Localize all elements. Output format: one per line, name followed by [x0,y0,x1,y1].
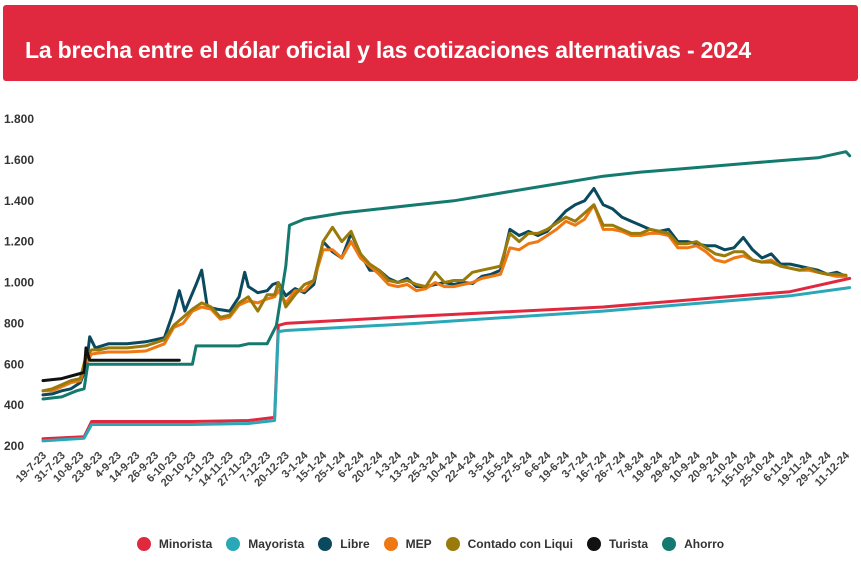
legend-dot-icon [383,537,398,551]
legend-dot-icon [586,537,601,551]
legend: Minorista Mayorista Libre MEP Contado con Li… [0,534,861,554]
legend-label: Turista [608,537,649,551]
legend-dot-icon [662,537,677,551]
legend-item[interactable]: Libre [318,537,370,551]
y-tick-label: 1.400 [4,194,34,208]
series-line-mep [41,203,848,393]
series-line-contado-con-liqui [41,203,848,393]
y-tick-label: 200 [4,439,24,453]
series-line-ahorro [41,150,852,401]
legend-dot-icon [318,537,333,551]
legend-item[interactable]: Contado con Liqui [445,537,573,551]
legend-label: MEP [405,537,432,551]
legend-item[interactable]: Minorista [136,537,213,551]
series-line-minorista [41,276,852,441]
legend-label: Contado con Liqui [467,537,573,551]
y-tick-label: 800 [4,316,24,330]
legend-item[interactable]: MEP [383,537,432,551]
series-line-mayorista [41,286,852,443]
x-axis: 19-7-2331-7-2310-8-2323-8-234-9-2314-9-2… [14,449,853,489]
series-line-turista [41,346,181,383]
legend-label: Ahorro [684,537,725,551]
legend-dot-icon [226,537,241,551]
legend-label: Minorista [158,537,213,551]
chart-title: La brecha entre el dólar oficial y las c… [25,37,751,63]
legend-item[interactable]: Ahorro [662,537,724,551]
y-tick-label: 400 [4,398,24,412]
legend-dot-icon [136,537,151,551]
y-tick-label: 1.800 [4,112,34,126]
legend-item[interactable]: Mayorista [226,537,304,551]
legend-label: Libre [340,537,370,551]
legend-dot-icon [445,537,460,551]
y-tick-label: 600 [4,357,24,371]
title-banner: La brecha entre el dólar oficial y las c… [3,5,858,81]
y-axis: 200 400 600 800 1.000 1.200 1.400 1.600 1.800 [4,112,34,453]
legend-label: Mayorista [248,537,305,551]
y-tick-label: 1.600 [4,153,34,167]
legend-item[interactable]: Turista [586,537,649,551]
series-lines [41,150,852,443]
y-tick-label: 1.200 [4,235,34,249]
y-tick-label: 1.000 [4,276,34,290]
